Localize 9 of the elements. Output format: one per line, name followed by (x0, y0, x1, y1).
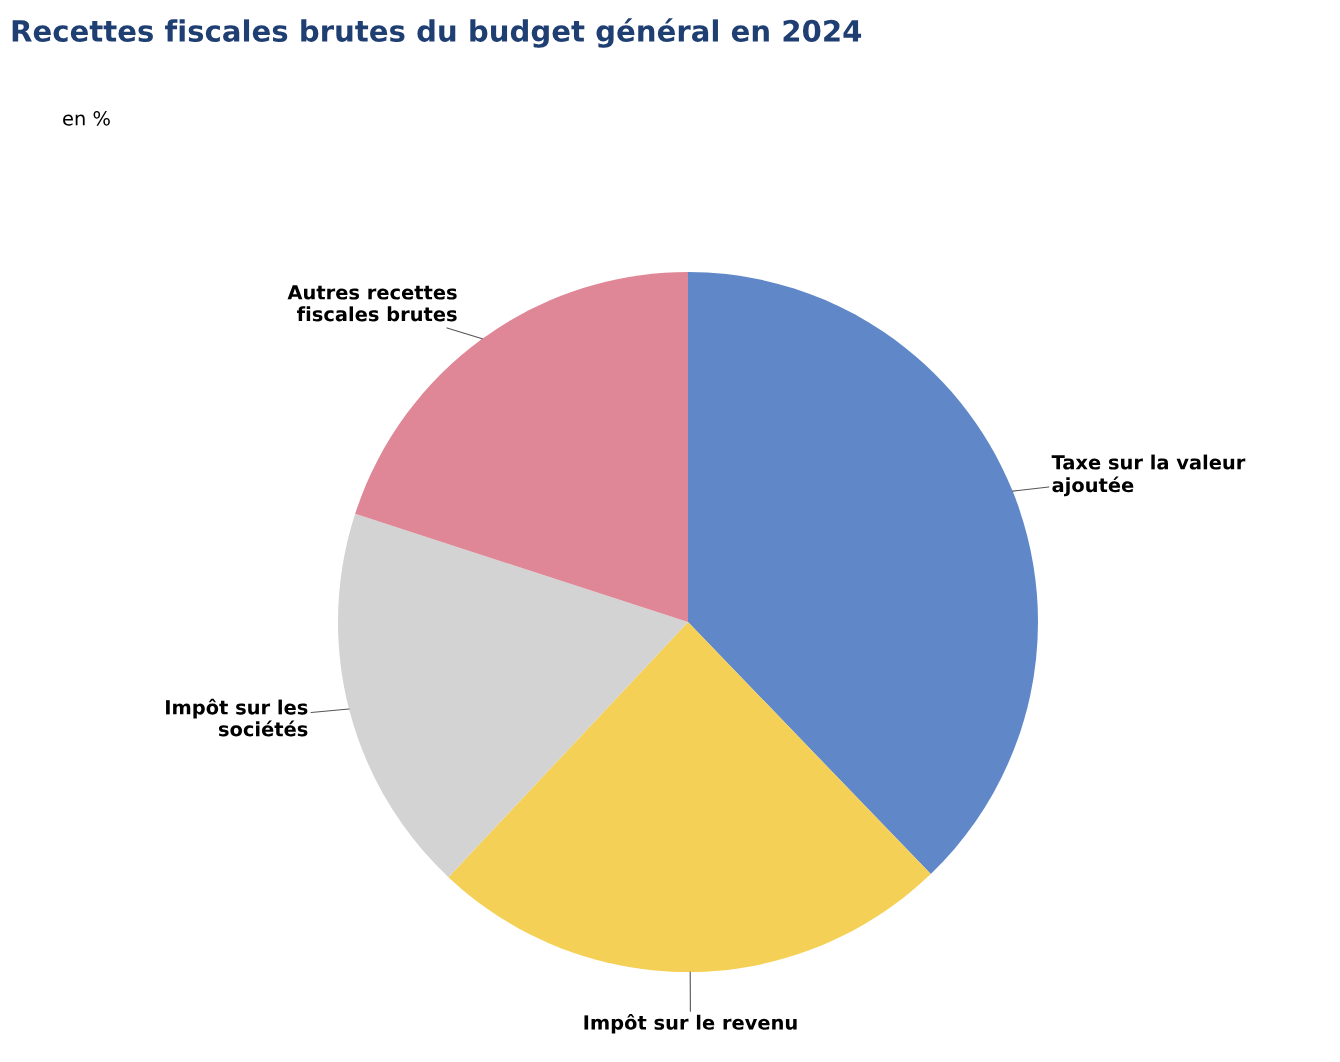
pie-slice (688, 272, 1038, 875)
slice-label: Impôt sur le revenu (584, 1013, 797, 1034)
chart-subtitle: en % (63, 110, 110, 126)
pie-slice (338, 513, 688, 878)
slice-label: Impôt sur les sociétés (166, 698, 308, 737)
slice-label: Taxe sur la valeur ajoutée (1051, 454, 1246, 497)
chart-title: Recettes fiscales brutes du budget général en 2024 (12, 18, 862, 48)
pie-slice (448, 622, 931, 972)
slice-label: Autres recettes fiscales brutes (287, 285, 457, 322)
